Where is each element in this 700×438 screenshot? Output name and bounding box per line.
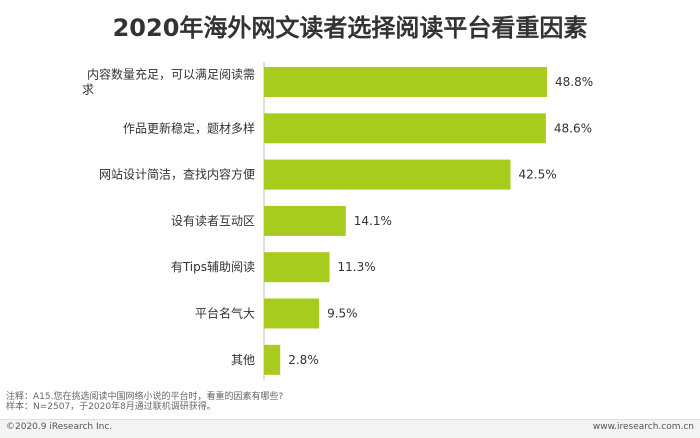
category-label-4: 有Tips辅助阅读 [171,260,255,274]
note-question: 注释：A15.您在挑选阅读中国网络小说的平台时，看重的因素有哪些? [6,392,284,402]
note-sample: 样本：N=2507，于2020年8月通过联机调研获得。 [6,402,216,412]
category-label-0-line-1: 求 [82,83,94,97]
category-label-1: 作品更新稳定，题材多样 [123,120,255,135]
bar-4 [264,252,330,283]
data-label-2: 42.5% [519,168,557,182]
data-label-4: 11.3% [338,260,376,274]
category-label-0-line-0: 内容数量充足，可以满足阅读需 [87,67,255,82]
footer-website: www.iresearch.com.cn [592,422,694,432]
bar-0 [264,67,548,97]
chart-title: 2020年海外网文读者选择阅读平台看重因素 [112,14,588,42]
bar-5 [264,298,320,329]
footer-bar [0,419,700,438]
bar-1 [264,113,546,144]
footer-copyright: ©2020.9 iResearch Inc. [6,422,113,432]
data-label-6: 2.8% [288,353,319,367]
category-label-6: 其他 [231,353,255,367]
data-label-1: 48.6% [554,121,592,135]
data-label-3: 14.1% [354,214,392,228]
data-label-0: 48.8% [555,75,593,89]
bar-6 [264,344,281,375]
bar-2 [264,159,511,190]
category-label-3: 设有读者互动区 [171,214,255,228]
category-label-2: 网站设计简洁，查找内容方便 [99,167,255,182]
data-label-5: 9.5% [327,307,358,321]
category-label-5: 平台名气大 [195,306,255,321]
bar-3 [264,205,346,236]
